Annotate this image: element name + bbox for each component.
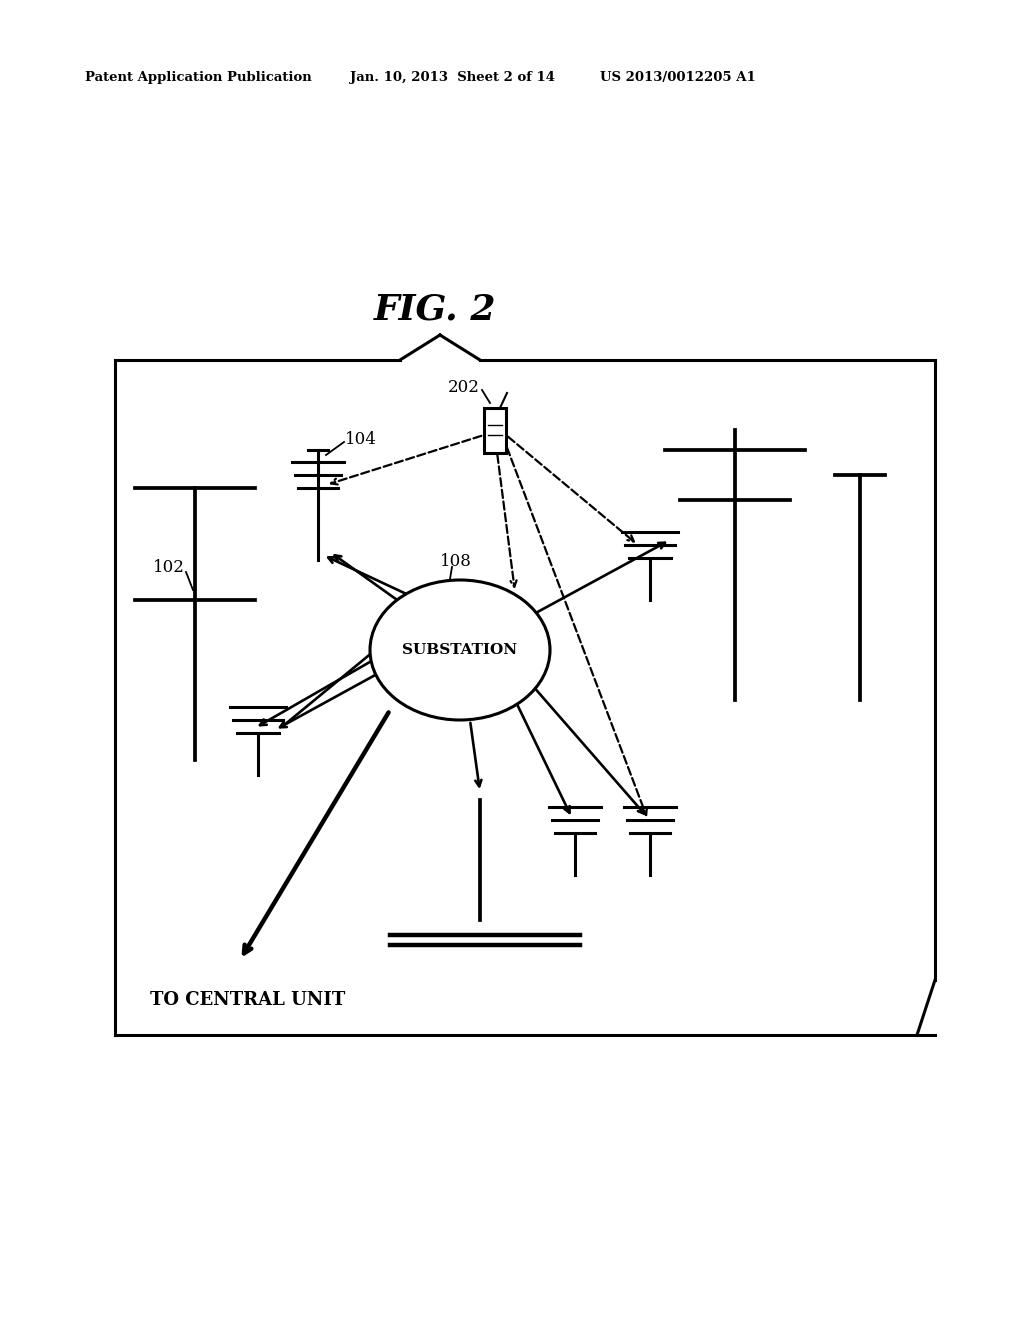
Text: 102: 102 <box>154 558 185 576</box>
Bar <box>484 408 506 453</box>
Text: US 2013/0012205 A1: US 2013/0012205 A1 <box>600 71 756 84</box>
Text: Patent Application Publication: Patent Application Publication <box>85 71 311 84</box>
Text: 202: 202 <box>449 380 480 396</box>
Text: FIG. 2: FIG. 2 <box>374 293 497 327</box>
Text: 108: 108 <box>440 553 472 570</box>
Text: SUBSTATION: SUBSTATION <box>402 643 517 657</box>
Text: Jan. 10, 2013  Sheet 2 of 14: Jan. 10, 2013 Sheet 2 of 14 <box>350 71 555 84</box>
Text: TO CENTRAL UNIT: TO CENTRAL UNIT <box>150 991 345 1008</box>
Ellipse shape <box>370 579 550 719</box>
Text: 104: 104 <box>345 432 377 449</box>
